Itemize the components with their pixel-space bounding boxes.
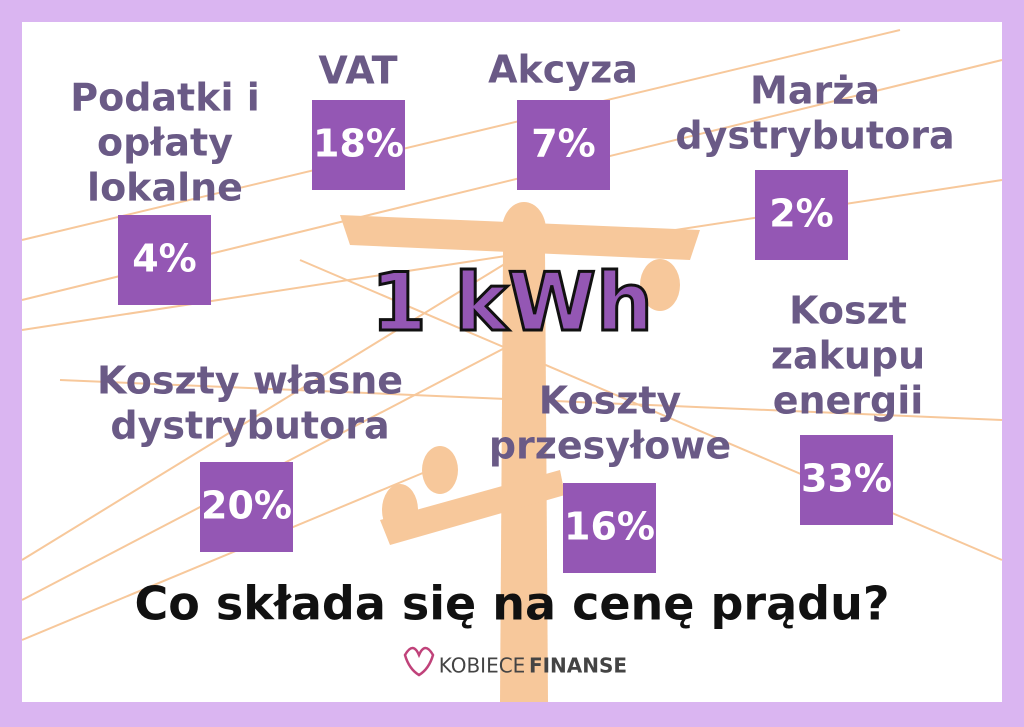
item-label: Koszt bbox=[789, 289, 907, 333]
value-box bbox=[517, 100, 610, 190]
item-label: VAT bbox=[318, 49, 397, 93]
item-value: 7% bbox=[531, 122, 596, 166]
item-value: 33% bbox=[801, 457, 892, 501]
item-label: zakupu bbox=[771, 334, 925, 378]
item-value: 2% bbox=[769, 192, 834, 236]
value-box bbox=[118, 215, 211, 305]
value-box bbox=[800, 435, 893, 525]
brand-second: FINANSE bbox=[529, 654, 627, 678]
brand-logo: KOBIECE FINANSE bbox=[403, 646, 627, 678]
item-value: 18% bbox=[313, 122, 404, 166]
value-box bbox=[312, 100, 405, 190]
value-box bbox=[755, 170, 848, 260]
item-label: lokalne bbox=[87, 166, 243, 210]
value-box bbox=[563, 483, 656, 573]
item-label: dystrybutora bbox=[675, 114, 954, 158]
value-box bbox=[200, 462, 293, 552]
item-label: przesyłowe bbox=[489, 424, 731, 468]
item-value: 20% bbox=[201, 484, 292, 528]
item-label: dystrybutora bbox=[110, 404, 389, 448]
item-label: opłaty bbox=[97, 121, 233, 165]
item-label: Podatki i bbox=[70, 76, 260, 120]
title: Co składa się na cenę prądu? bbox=[134, 577, 889, 631]
item-value: 16% bbox=[564, 505, 655, 549]
item-label: Marża bbox=[750, 69, 880, 113]
item-label: Koszty własne bbox=[97, 359, 403, 403]
brand-first: KOBIECE bbox=[439, 654, 526, 678]
center-label: 1 kWh bbox=[371, 256, 653, 349]
item-label: Akcyza bbox=[488, 48, 638, 92]
item-label: energii bbox=[773, 379, 924, 423]
item-value: 4% bbox=[132, 237, 197, 281]
item-label: Koszty bbox=[539, 379, 682, 423]
